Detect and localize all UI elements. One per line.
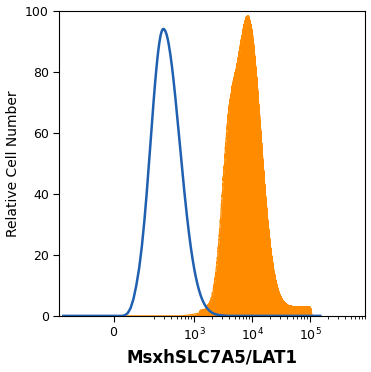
X-axis label: MsxhSLC7A5/LAT1: MsxhSLC7A5/LAT1 — [127, 349, 298, 366]
Y-axis label: Relative Cell Number: Relative Cell Number — [6, 90, 20, 237]
